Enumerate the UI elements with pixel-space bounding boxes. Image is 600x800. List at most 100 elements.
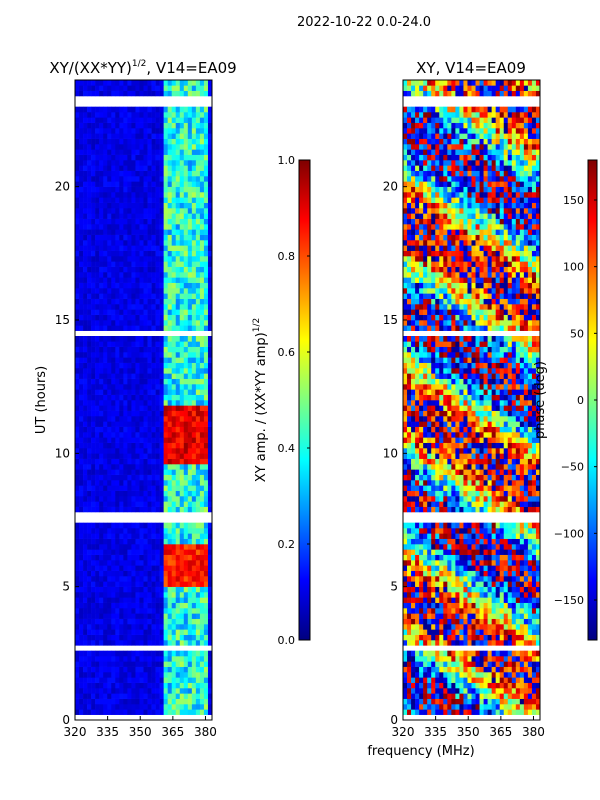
- amp-heatmap-cell: [187, 672, 193, 678]
- amp-heatmap-cell: [207, 432, 213, 438]
- amp-heatmap-cell: [123, 378, 128, 385]
- amp-heatmap-cell: [103, 560, 108, 566]
- amp-heatmap-cell: [143, 554, 148, 561]
- phase-heatmap-cell: [431, 586, 436, 593]
- amp-heatmap-cell: [191, 506, 197, 513]
- amp-heatmap-cell: [79, 426, 84, 433]
- amp-heatmap-cell: [91, 533, 96, 539]
- amp-heatmap-cell: [131, 80, 136, 86]
- phase-heatmap-cell: [407, 554, 412, 561]
- amp-heatmap-cell: [115, 677, 120, 683]
- amp-heatmap-cell: [159, 368, 164, 374]
- amp-heatmap-cell: [115, 656, 120, 662]
- amp-heatmap-cell: [183, 416, 189, 422]
- amp-heatmap-cell: [199, 416, 205, 422]
- amp-heatmap-cell: [79, 666, 84, 673]
- amp-heatmap-cell: [91, 197, 96, 203]
- amp-heatmap-cell: [199, 410, 205, 417]
- phase-heatmap-cell: [515, 618, 521, 625]
- amp-heatmap-cell: [107, 501, 112, 507]
- amp-heatmap-cell: [151, 522, 156, 529]
- amp-heatmap-cell: [91, 261, 96, 267]
- amp-colorbar-label-main: XY amp. / (XX*YY amp): [254, 332, 269, 482]
- amp-heatmap-cell: [175, 496, 181, 502]
- amp-heatmap-cell: [99, 426, 104, 433]
- amp-heatmap-cell: [119, 320, 124, 326]
- amp-heatmap-cell: [171, 197, 177, 203]
- amp-heatmap-cell: [199, 325, 205, 331]
- amp-heatmap-cell: [195, 309, 201, 315]
- phase-heatmap-cell: [447, 592, 452, 598]
- amp-heatmap-cell: [163, 453, 168, 459]
- amp-heatmap-cell: [135, 469, 140, 475]
- phase-heatmap-cell: [527, 538, 533, 545]
- phase-heatmap-cell: [459, 693, 464, 699]
- amp-heatmap-cell: [99, 602, 104, 609]
- amp-heatmap-cell: [99, 437, 104, 443]
- amp-heatmap-cell: [195, 522, 201, 529]
- phase-heatmap-cell: [427, 608, 432, 614]
- amp-heatmap-cell: [127, 661, 132, 667]
- amp-heatmap-cell: [127, 325, 132, 331]
- phase-heatmap-cell: [419, 618, 424, 625]
- amp-heatmap-cell: [159, 208, 164, 214]
- phase-heatmap-cell: [499, 634, 505, 641]
- amp-heatmap-cell: [131, 490, 136, 497]
- amp-heatmap-cell: [119, 106, 124, 113]
- amp-heatmap-cell: [203, 272, 209, 278]
- phase-heatmap-cell: [511, 554, 517, 561]
- amp-heatmap-cell: [191, 202, 197, 209]
- amp-heatmap-cell: [119, 378, 124, 385]
- amp-heatmap-cell: [107, 160, 112, 166]
- phase-heatmap-cell: [499, 538, 505, 545]
- phase-heatmap-cell: [411, 656, 416, 662]
- phase-heatmap-cell: [487, 629, 492, 635]
- amp-heatmap-cell: [187, 373, 193, 379]
- amp-heatmap-cell: [103, 688, 108, 694]
- amp-heatmap-cell: [175, 389, 181, 395]
- amp-heatmap-cell: [115, 709, 120, 715]
- amp-heatmap-cell: [183, 528, 189, 534]
- amp-heatmap-cell: [191, 421, 197, 427]
- amp-heatmap-cell: [191, 362, 197, 369]
- amp-heatmap-cell: [143, 266, 148, 273]
- amp-heatmap-cell: [107, 144, 112, 150]
- amp-heatmap-cell: [115, 288, 120, 294]
- amp-heatmap-cell: [151, 320, 156, 326]
- amp-heatmap-cell: [179, 442, 185, 449]
- amp-heatmap-cell: [95, 586, 100, 593]
- amp-heatmap-cell: [119, 453, 124, 459]
- amp-heatmap-cell: [99, 85, 104, 91]
- amp-heatmap-cell: [203, 666, 209, 673]
- amp-heatmap-cell: [75, 453, 80, 459]
- phase-heatmap-cell: [471, 704, 476, 710]
- phase-heatmap-cell: [411, 560, 416, 566]
- amp-heatmap-cell: [83, 304, 88, 310]
- amp-heatmap-cell: [183, 170, 189, 177]
- phase-heatmap-cell: [451, 661, 456, 667]
- amp-heatmap-cell: [183, 128, 189, 134]
- phase-heatmap-cell: [463, 608, 468, 614]
- amp-heatmap-cell: [199, 80, 205, 86]
- amp-heatmap-cell: [155, 474, 160, 481]
- amp-heatmap-cell: [199, 506, 205, 513]
- phase-heatmap-cell: [507, 693, 513, 699]
- amp-heatmap-cell: [183, 250, 189, 257]
- amp-heatmap-cell: [135, 528, 140, 534]
- amp-heatmap-cell: [127, 602, 132, 609]
- amp-heatmap-cell: [175, 325, 181, 331]
- amp-heatmap-cell: [163, 400, 168, 406]
- amp-heatmap-cell: [139, 613, 144, 619]
- amp-heatmap-cell: [75, 336, 80, 342]
- amp-heatmap-cell: [131, 613, 136, 619]
- amp-heatmap-cell: [135, 288, 140, 294]
- amp-heatmap-cell: [191, 277, 197, 283]
- phase-heatmap-cell: [479, 704, 484, 710]
- amp-heatmap-cell: [207, 80, 213, 86]
- amp-heatmap-cell: [111, 170, 116, 177]
- amp-heatmap-cell: [99, 128, 104, 134]
- amp-heatmap-cell: [107, 677, 112, 683]
- amp-heatmap-cell: [91, 704, 96, 710]
- amp-heatmap-cell: [135, 640, 140, 646]
- amp-heatmap-cell: [187, 165, 193, 171]
